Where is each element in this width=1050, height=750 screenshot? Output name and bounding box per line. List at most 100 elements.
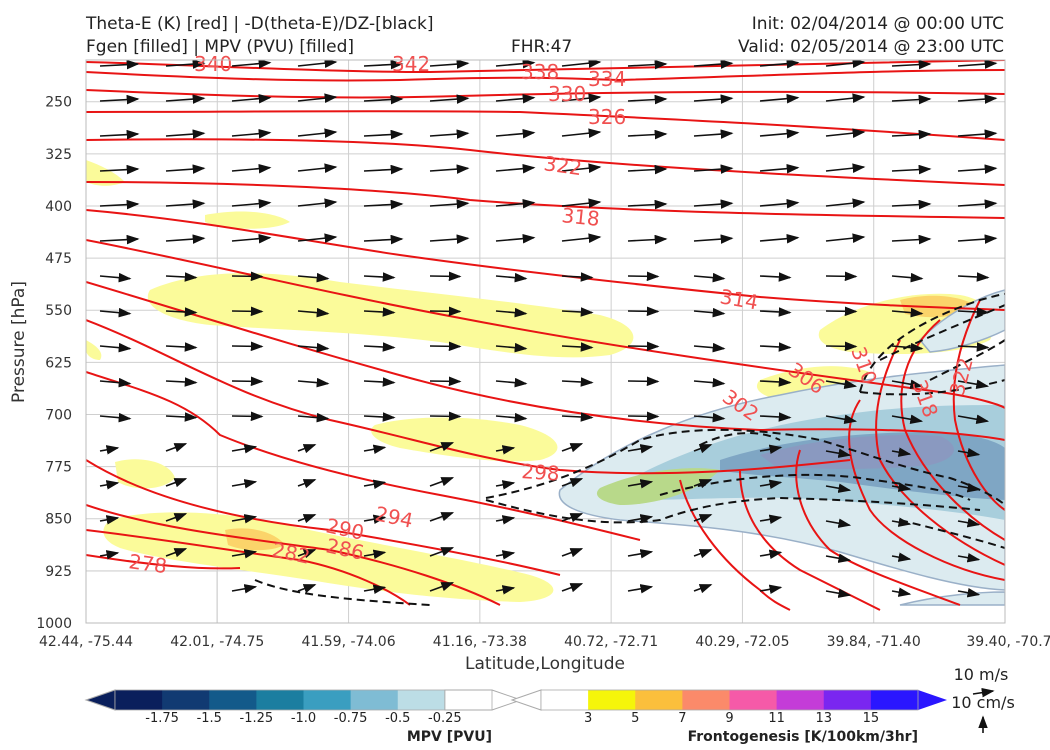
wind-arrow — [495, 412, 528, 423]
wind-arrow — [297, 198, 338, 208]
wind-arrow — [99, 480, 120, 490]
contour-label: 340 — [194, 52, 232, 76]
wind-arrow — [891, 587, 912, 597]
wind-arrow — [891, 342, 924, 353]
wind-arrow — [165, 94, 206, 104]
wind-arrow — [297, 342, 330, 353]
colorbar-swatch — [682, 690, 730, 710]
wind-arrow — [693, 549, 713, 559]
wind-arrow — [825, 414, 858, 424]
wind-arrow — [825, 60, 866, 68]
wind-arrow — [99, 342, 132, 353]
wind-arrow — [297, 163, 338, 173]
wind-arrow — [825, 379, 858, 389]
colorbar-swatch — [397, 690, 446, 710]
wind-arrow — [891, 164, 932, 175]
colorbar-extend-left — [510, 689, 542, 711]
wind-arrow — [495, 550, 516, 560]
colorbar-swatch — [256, 690, 304, 710]
wind-arrow — [759, 584, 783, 595]
wind-arrow — [561, 60, 602, 68]
wind-arrow — [165, 129, 206, 139]
colorbar-outline — [114, 689, 493, 711]
wind-arrow — [297, 444, 317, 454]
wind-arrow — [363, 377, 396, 387]
wind-arrow — [957, 342, 990, 352]
contour-label: 342 — [392, 52, 430, 76]
y-tick-label: 1000 — [36, 616, 72, 632]
wind-arrow — [429, 411, 462, 422]
wind-arrow — [825, 588, 852, 598]
forecast-hour: FHR:47 — [511, 37, 573, 57]
wind-arrow — [561, 128, 602, 138]
wind-arrow — [891, 379, 924, 389]
wind-arrow — [957, 199, 998, 209]
colorbar-tick-label: -0.25 — [428, 711, 462, 726]
wind-arrow — [165, 307, 198, 317]
wind-arrow — [165, 199, 206, 209]
wind-arrow — [825, 341, 858, 352]
wind-arrow — [759, 198, 800, 209]
wind-arrow — [561, 198, 602, 208]
contour-label: 318 — [560, 203, 600, 231]
wind-arrow — [891, 129, 932, 140]
wind-arrow — [627, 60, 668, 70]
wind-arrow — [825, 518, 852, 528]
wind-arrow — [165, 234, 206, 244]
wind-arrow — [891, 94, 932, 105]
y-tick-label: 700 — [45, 407, 72, 423]
colorbar-tick-label: 3 — [584, 711, 592, 726]
wind-arrow — [429, 477, 455, 487]
contour-label: 278 — [127, 549, 168, 578]
wind-arrow — [99, 94, 140, 105]
wind-arrow — [363, 342, 396, 352]
colorbar-tick-label: -1.75 — [145, 711, 179, 726]
wind-arrow — [99, 515, 120, 525]
colorbar-swatch — [162, 690, 210, 710]
wind-arrow — [297, 60, 338, 68]
wind-arrow — [297, 377, 330, 388]
wind-arrow — [165, 60, 206, 69]
wind-arrow — [561, 443, 584, 453]
wind-arrow — [165, 443, 188, 453]
inset-box — [85, 570, 218, 624]
wind-arrow — [693, 272, 726, 283]
wind-arrow — [231, 444, 258, 454]
y-tick-label: 400 — [45, 199, 72, 215]
wind-arrow — [297, 412, 330, 423]
init-time: Init: 02/04/2014 @ 00:00 UTC — [751, 14, 1004, 34]
wind-arrow — [693, 199, 734, 209]
wind-arrow — [891, 199, 932, 210]
x-tick-label: 40.29, -72.05 — [695, 634, 789, 650]
wind-arrow — [891, 517, 912, 527]
wind-arrow — [297, 514, 317, 524]
wind-arrow — [825, 93, 866, 103]
wind-arrow — [891, 414, 924, 424]
wind-arrow — [759, 163, 800, 174]
wind-arrow — [363, 272, 396, 282]
wind-arrow — [759, 60, 800, 69]
wind-arrow — [957, 307, 990, 317]
wind-arrow — [627, 479, 654, 489]
wind-arrow — [495, 93, 536, 104]
wind-arrow — [759, 307, 792, 317]
mpv-colorbar: -1.75 -1.5 -1.25 -1.0 -0.75 -0.5 -0.25 — [84, 689, 523, 726]
wind-arrow — [297, 549, 317, 559]
colorbar-swatch — [541, 690, 589, 710]
wind-arrow — [627, 514, 654, 524]
wind-arrow — [957, 482, 981, 493]
colorbar-tick-label: -0.5 — [385, 711, 410, 726]
wind-arrow — [891, 60, 932, 70]
wind-arrow — [693, 307, 726, 318]
y-tick-label: 925 — [45, 564, 72, 580]
wind-arrow — [297, 272, 330, 283]
colorbar-swatch — [870, 690, 919, 710]
wind-arrow — [693, 94, 734, 104]
colorbar-tick-label: -0.75 — [334, 711, 368, 726]
wind-arrow — [231, 411, 264, 422]
mpv-fill-core — [760, 434, 954, 469]
colorbar-tick-label: 11 — [768, 711, 785, 726]
wind-arrow — [165, 342, 198, 352]
wind-arrow — [957, 60, 998, 69]
